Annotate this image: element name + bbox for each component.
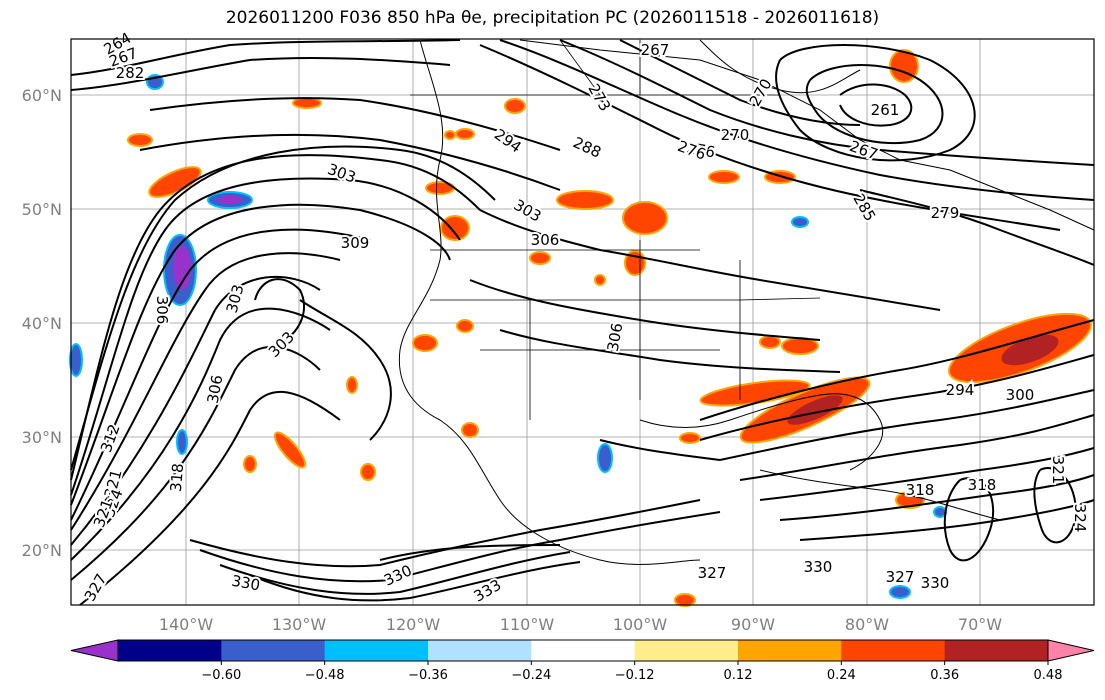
lon-tick-label: 80°W [845,615,889,634]
lon-tick-label: 110°W [500,615,555,634]
contour-label: 318 [167,463,187,493]
lat-tick-label: 60°N [22,86,62,105]
colorbar-segment [324,640,429,661]
contour-label: 267 [641,41,670,59]
lon-tick-label: 90°W [731,615,775,634]
colorbar-tick-label: −0.60 [201,668,241,683]
colorbar-segment [738,640,842,661]
colorbar-segment [118,640,222,661]
lat-tick-label: 30°N [22,428,62,447]
contour-label: 261 [871,101,900,119]
contour-label: 300 [1006,386,1035,404]
lon-tick-label: 120°W [386,615,441,634]
map-background [71,39,1094,605]
map-border [70,38,1095,606]
colorbar-segment [428,640,532,661]
latitude-labels: 60°N 50°N 40°N 30°N 20°N [22,86,62,560]
lon-tick-label: 130°W [272,615,327,634]
contour-label: 306 [531,231,560,249]
contour-label: 270 [721,126,750,144]
colorbar: −0.60 −0.48 −0.36 −0.24 −0.12 0.12 0.24 0.36 0.4… [70,639,1095,683]
colorbar-arrow-right [1047,639,1095,662]
contour-label: 306 [153,296,171,325]
negative-precipitation-areas [69,74,947,599]
contour-label: 279 [931,204,960,222]
figure-title: 2026011200 F036 850 hPa θe, precipitatio… [225,8,880,28]
contour-label: 318 [906,481,935,499]
coastlines [398,39,1095,565]
contour-label: 294 [946,381,975,399]
colorbar-segment [531,640,636,661]
lat-tick-label: 40°N [22,314,62,333]
longitude-labels: 140°W 130°W 120°W 110°W 100°W 90°W 80°W 70°W [159,615,1002,634]
contour-label: 318 [968,476,997,494]
colorbar-tick-label: −0.48 [305,668,345,683]
colorbar-tick-label: −0.36 [408,668,448,683]
colorbar-tick-label: −0.24 [511,668,551,683]
colorbar-segment [944,640,1049,661]
colorbar-segment [634,640,739,661]
colorbar-tick-label: 0.24 [827,668,856,683]
contour-label: 321 [1049,456,1067,485]
lat-tick-label: 50°N [22,200,62,219]
lon-tick-label: 140°W [159,615,214,634]
contour-label: 282 [116,64,145,82]
colorbar-tick-label: 0.12 [724,668,753,683]
contour-label: 330 [921,574,950,592]
contour-label: 330 [804,558,833,576]
colorbar-arrow-left [70,639,119,662]
theta-e-contours [70,39,1095,606]
contour-label: 327 [698,564,727,582]
colorbar-segment [841,640,946,661]
lon-tick-label: 70°W [958,615,1002,634]
colorbar-tick-label: 0.36 [930,668,959,683]
colorbar-tick-label: −0.12 [615,668,655,683]
colorbar-segment [221,640,326,661]
colorbar-tick-label: 0.48 [1034,668,1063,683]
contour-label: 327 [886,568,915,586]
contour-label: 309 [341,234,370,252]
lat-tick-label: 20°N [22,541,62,560]
lon-tick-label: 100°W [613,615,668,634]
contour-label: 324 [1071,504,1089,533]
